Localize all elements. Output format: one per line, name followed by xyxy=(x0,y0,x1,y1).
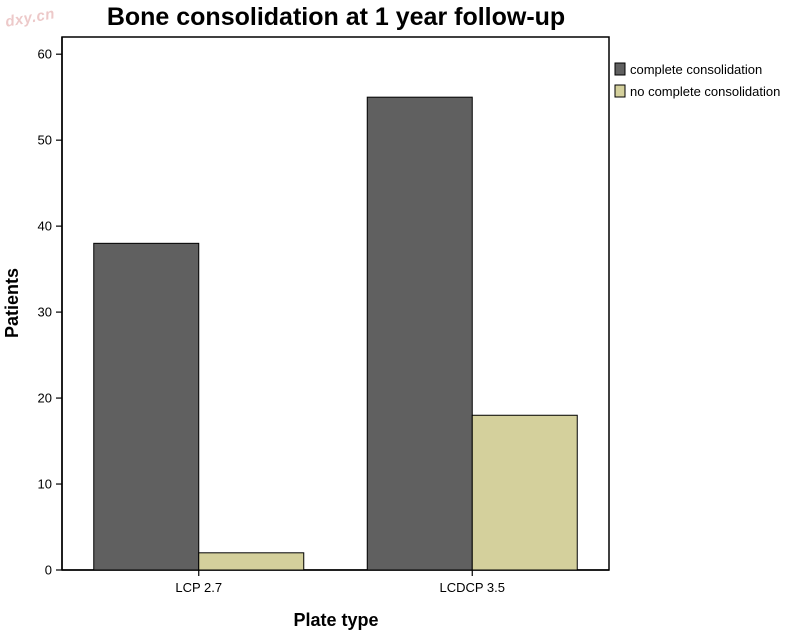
legend: complete consolidation no complete consol… xyxy=(614,62,780,99)
y-tick-label: 40 xyxy=(38,219,52,234)
y-tick-label: 50 xyxy=(38,133,52,148)
bar xyxy=(93,242,200,571)
x-axis-title: Plate type xyxy=(293,610,378,630)
y-tick-label: 20 xyxy=(38,391,52,406)
x-tick-label: LCDCP 3.5 xyxy=(439,580,505,595)
legend-swatch xyxy=(614,84,626,98)
y-tick-label: 30 xyxy=(38,305,52,320)
y-axis-ticks: 0 10 20 30 40 50 60 xyxy=(38,47,62,578)
y-tick-label: 0 xyxy=(45,563,52,578)
bar xyxy=(471,414,578,571)
bars xyxy=(93,96,578,571)
legend-label: no complete consolidation xyxy=(630,84,780,99)
chart-title: Bone consolidation at 1 year follow-up xyxy=(107,3,565,31)
y-tick-label: 10 xyxy=(38,477,52,492)
legend-label: complete consolidation xyxy=(630,62,762,77)
legend-swatch xyxy=(614,62,626,76)
x-tick-label: LCP 2.7 xyxy=(175,580,222,595)
bar xyxy=(366,96,473,571)
y-axis-title: Patients xyxy=(2,268,22,338)
bar xyxy=(198,552,305,571)
y-tick-label: 60 xyxy=(38,47,52,62)
x-axis-ticks: LCP 2.7 LCDCP 3.5 xyxy=(175,570,505,595)
